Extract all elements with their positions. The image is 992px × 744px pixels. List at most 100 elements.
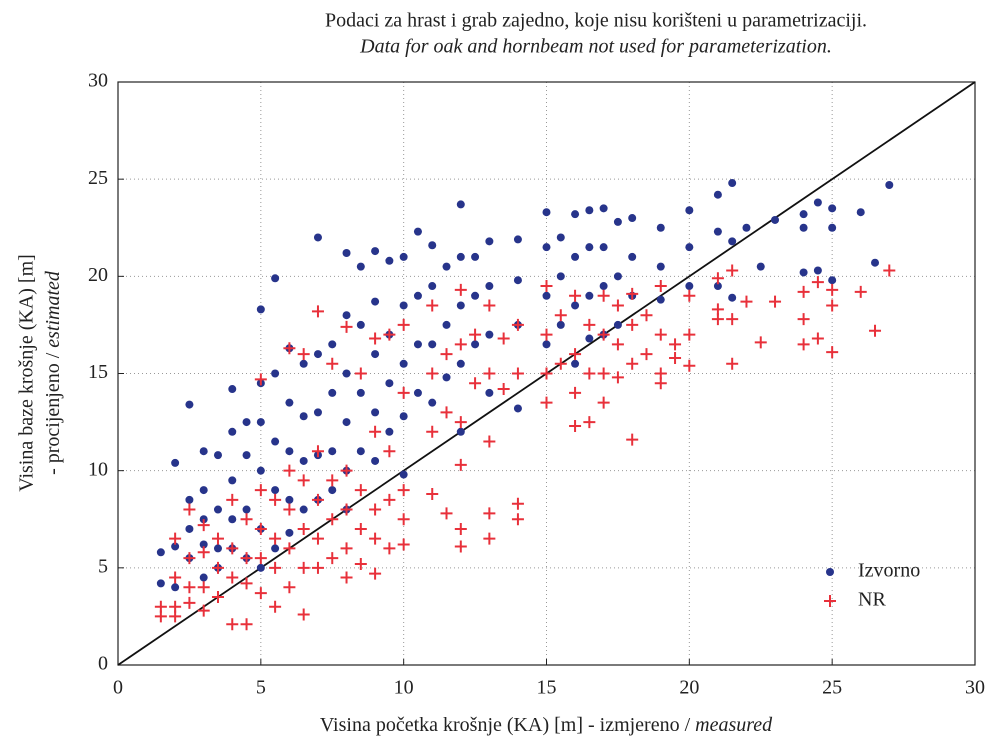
point: [471, 291, 480, 300]
point: [599, 204, 608, 213]
point: [611, 371, 624, 384]
x-tick-label: 30: [965, 677, 985, 699]
point: [371, 408, 380, 417]
point: [540, 280, 553, 293]
x-tick-label: 5: [256, 677, 266, 699]
point: [742, 223, 751, 232]
point: [569, 419, 582, 432]
point: [226, 571, 239, 584]
point: [356, 320, 365, 329]
point: [669, 351, 682, 364]
point: [856, 208, 865, 217]
point: [611, 338, 624, 351]
point: [454, 416, 467, 429]
point: [585, 243, 594, 252]
point: [256, 418, 265, 427]
point: [797, 338, 810, 351]
point: [571, 359, 580, 368]
point: [442, 262, 451, 271]
point: [340, 571, 353, 584]
point: [583, 367, 596, 380]
point: [199, 573, 208, 582]
point: [271, 437, 280, 446]
point: [256, 563, 265, 572]
point: [413, 340, 422, 349]
point: [656, 223, 665, 232]
point: [440, 507, 453, 520]
point: [728, 179, 737, 188]
point: [242, 451, 251, 460]
point: [342, 311, 351, 320]
point: [456, 200, 465, 209]
point: [828, 276, 837, 285]
point: [242, 418, 251, 427]
point: [185, 400, 194, 409]
point: [613, 272, 622, 281]
point: [183, 581, 196, 594]
point: [313, 233, 322, 242]
point: [369, 503, 382, 516]
point: [728, 293, 737, 302]
point: [313, 408, 322, 417]
point: [328, 388, 337, 397]
point: [583, 318, 596, 331]
point: [383, 328, 396, 341]
point: [883, 264, 896, 277]
point: [311, 561, 324, 574]
point: [685, 206, 694, 215]
point: [826, 283, 839, 296]
point: [426, 425, 439, 438]
point: [356, 388, 365, 397]
point: [328, 447, 337, 456]
point: [285, 447, 294, 456]
point: [311, 445, 324, 458]
point: [628, 252, 637, 261]
point: [654, 377, 667, 390]
point: [226, 542, 239, 555]
point: [597, 367, 610, 380]
point: [497, 383, 510, 396]
point: [554, 309, 567, 322]
point: [385, 427, 394, 436]
point: [654, 328, 667, 341]
point: [226, 618, 239, 631]
y-axis-label-line1: Visina baze krošnje (KA) [m]: [16, 254, 38, 492]
point: [169, 610, 182, 623]
point: [185, 495, 194, 504]
point: [154, 600, 167, 613]
point: [356, 262, 365, 271]
point: [399, 470, 408, 479]
point: [269, 600, 282, 613]
point: [342, 418, 351, 427]
point: [185, 524, 194, 533]
point: [454, 458, 467, 471]
point: [240, 552, 253, 565]
point: [454, 540, 467, 553]
point: [811, 276, 824, 289]
point: [599, 243, 608, 252]
point: [171, 458, 180, 467]
point: [597, 396, 610, 409]
point: [269, 561, 282, 574]
point: [283, 542, 296, 555]
point: [183, 552, 196, 565]
point: [540, 396, 553, 409]
point: [485, 282, 494, 291]
point: [611, 299, 624, 312]
point: [228, 385, 237, 394]
point: [156, 548, 165, 557]
point: [585, 291, 594, 300]
point: [399, 359, 408, 368]
point: [397, 513, 410, 526]
point: [254, 587, 267, 600]
legend-label: NR: [858, 589, 886, 611]
point: [340, 503, 353, 516]
point: [583, 416, 596, 429]
point: [513, 235, 522, 244]
point: [371, 297, 380, 306]
point: [483, 299, 496, 312]
point: [254, 522, 267, 535]
point: [740, 295, 753, 308]
point: [283, 581, 296, 594]
